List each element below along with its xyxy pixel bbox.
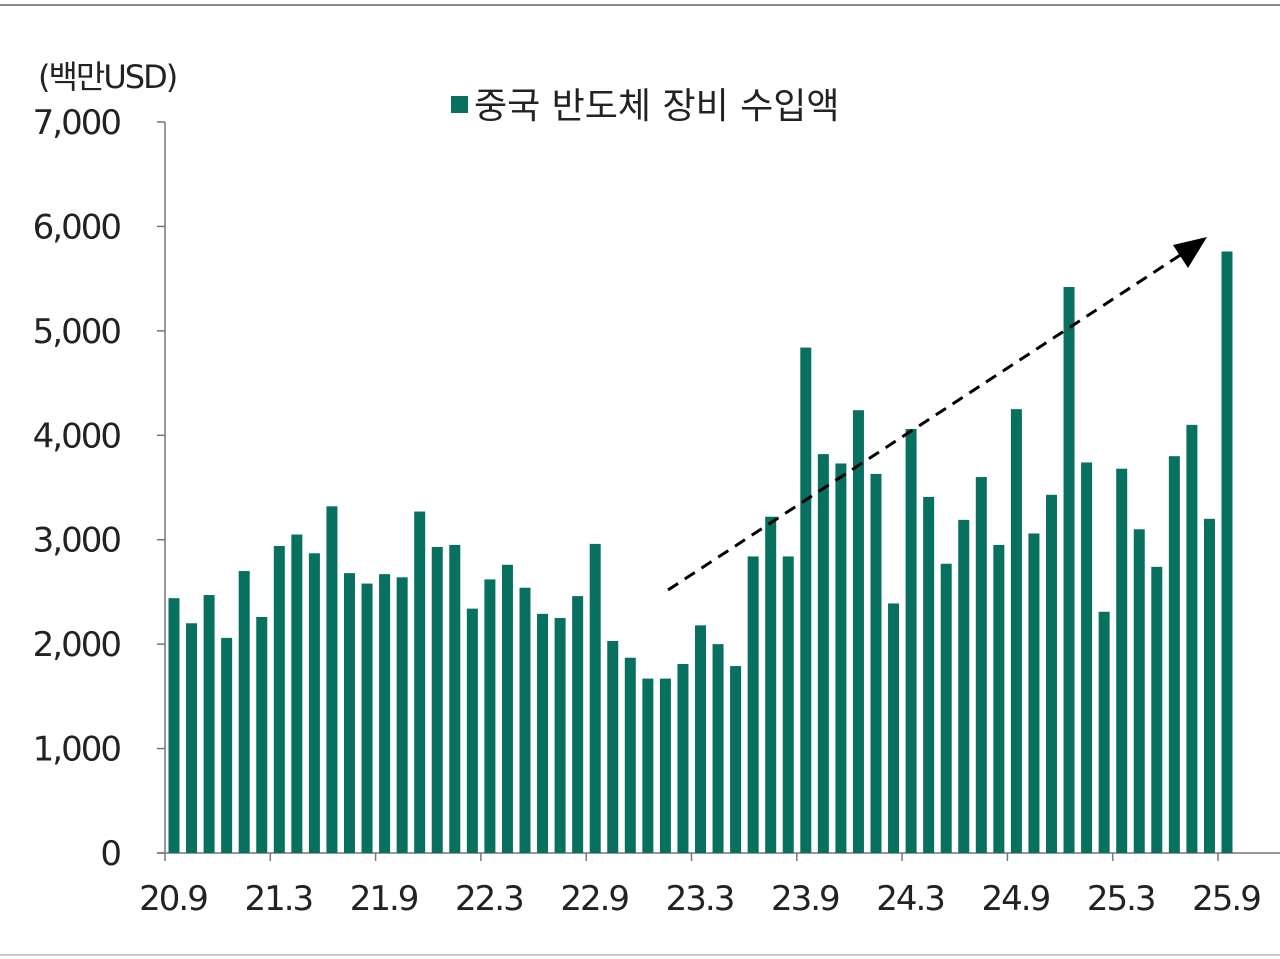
bar <box>1186 424 1198 853</box>
bar <box>186 623 198 853</box>
trend-arrow <box>667 237 1207 592</box>
top-border <box>0 4 1280 6</box>
bar <box>870 473 882 853</box>
bar <box>291 534 303 853</box>
bar <box>238 571 250 853</box>
bar <box>1010 409 1022 853</box>
bar <box>519 587 531 853</box>
bar <box>765 516 777 853</box>
bar <box>1151 566 1163 853</box>
bar <box>677 663 689 853</box>
bar <box>273 545 285 853</box>
bar <box>1046 494 1057 853</box>
bar <box>1203 518 1215 853</box>
bar <box>782 556 794 853</box>
bar <box>1116 468 1128 853</box>
bar <box>484 579 496 853</box>
bar <box>695 625 706 853</box>
bar <box>1168 456 1180 853</box>
bar <box>888 603 900 853</box>
bar <box>1063 286 1075 853</box>
bar <box>326 506 338 853</box>
bar <box>501 564 513 853</box>
bar <box>221 637 233 853</box>
y-tick-label: 2,000 <box>33 625 121 665</box>
bar <box>554 618 566 853</box>
bar <box>256 616 268 853</box>
bar <box>800 347 812 853</box>
bar <box>203 595 215 853</box>
bar <box>572 596 584 853</box>
bar <box>1221 251 1233 853</box>
y-tick-label: 7,000 <box>33 103 121 143</box>
bar <box>747 556 759 853</box>
bar <box>712 644 724 853</box>
bar <box>730 666 742 853</box>
bar <box>589 543 601 853</box>
bar <box>1133 529 1145 853</box>
bar <box>537 613 549 853</box>
y-tick-label: 1,000 <box>33 730 121 770</box>
bar <box>642 678 654 853</box>
bar <box>607 641 619 853</box>
bar <box>817 454 829 853</box>
bar <box>168 598 180 853</box>
y-tick-label: 5,000 <box>33 312 121 352</box>
x-tick-label: 25.3 <box>1087 879 1155 919</box>
bar <box>1098 611 1110 853</box>
bar <box>379 574 391 853</box>
unit-label: (백만USD) <box>38 58 176 96</box>
x-tick-label: 25.9 <box>1192 879 1260 919</box>
bar <box>624 657 636 853</box>
y-tick-label: 4,000 <box>33 416 121 456</box>
x-tick-label: 24.9 <box>982 879 1050 919</box>
legend-swatch <box>451 96 468 113</box>
bar <box>466 608 478 853</box>
bar <box>993 544 1005 853</box>
x-tick-label: 23.9 <box>771 879 839 919</box>
bar <box>975 477 987 853</box>
bar <box>431 547 443 853</box>
bar <box>923 496 935 853</box>
bottom-border <box>0 954 1280 956</box>
x-tick-label: 21.3 <box>244 879 312 919</box>
bar <box>344 573 355 853</box>
y-tick-label: 6,000 <box>33 207 121 247</box>
x-tick-label: 22.9 <box>560 879 628 919</box>
bar <box>940 563 952 853</box>
x-tick-label: 24.3 <box>876 879 944 919</box>
bar <box>958 519 970 853</box>
bar <box>414 511 426 853</box>
bar <box>1081 462 1093 853</box>
y-tick-label: 0 <box>100 834 120 874</box>
bar <box>905 429 917 853</box>
bar <box>659 678 671 853</box>
bar <box>835 463 847 853</box>
x-tick-label: 23.3 <box>666 879 734 919</box>
legend-label: 중국 반도체 장비 수입액 <box>474 86 840 127</box>
bar <box>852 410 864 853</box>
x-tick-label: 21.9 <box>350 879 418 919</box>
bar <box>308 553 320 853</box>
bar <box>449 544 461 853</box>
bar <box>396 577 408 853</box>
bar <box>1028 533 1040 853</box>
x-tick-label: 22.3 <box>455 879 523 919</box>
bar <box>361 583 373 853</box>
y-tick-label: 3,000 <box>33 521 121 561</box>
x-tick-label: 20.9 <box>139 879 207 919</box>
